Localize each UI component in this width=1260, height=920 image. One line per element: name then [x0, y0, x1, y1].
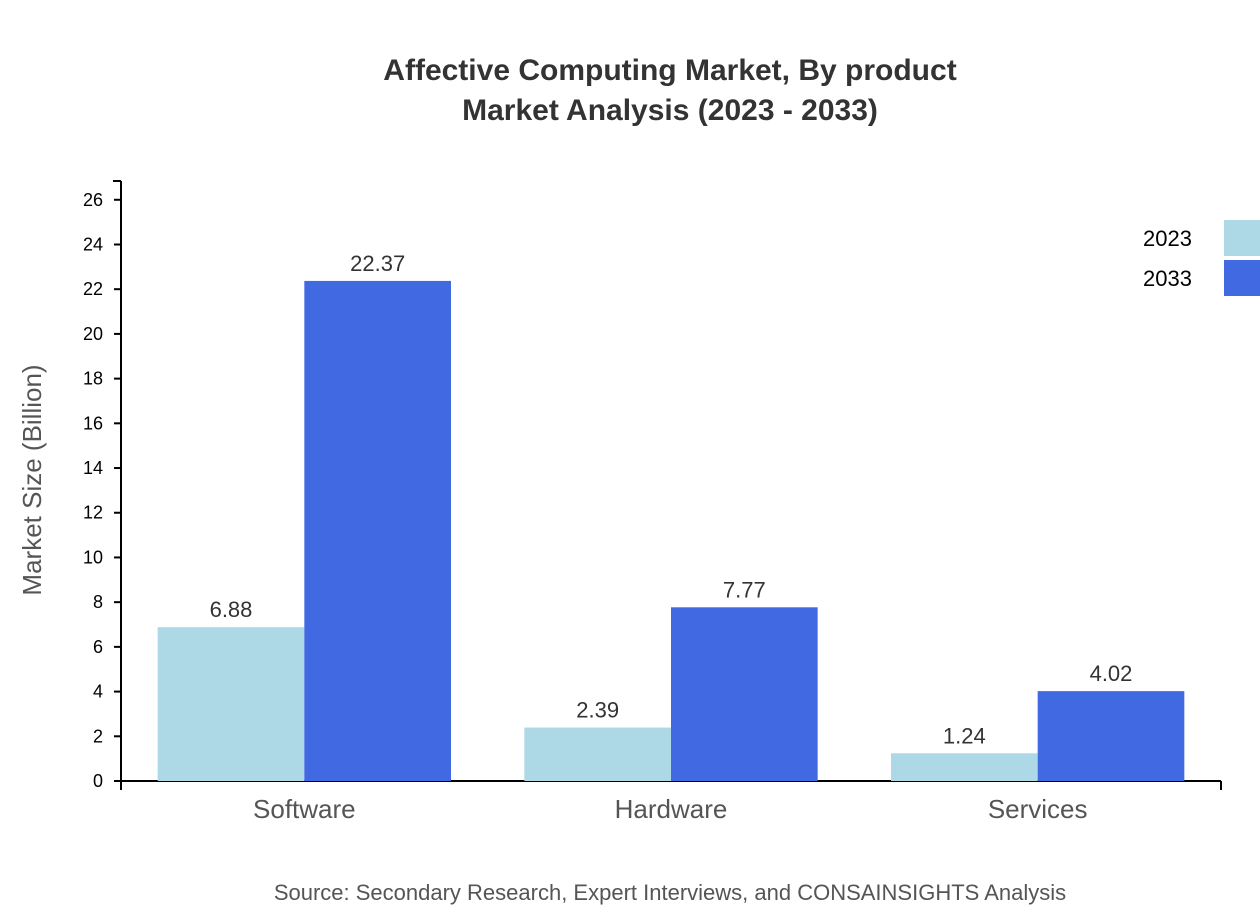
data-label: 22.37 — [350, 251, 405, 276]
x-tick-label: Software — [253, 794, 356, 824]
y-tick-label: 12 — [83, 503, 103, 523]
y-tick-label: 10 — [83, 547, 103, 567]
bar-2033-software[interactable] — [304, 280, 451, 781]
x-tick-label: Hardware — [615, 794, 728, 824]
data-label: 7.77 — [723, 577, 766, 602]
bar-2033-hardware[interactable] — [671, 607, 818, 781]
bar-2033-services[interactable] — [1037, 691, 1185, 781]
y-tick-label: 8 — [93, 592, 103, 612]
legend-swatch-2033 — [1224, 260, 1260, 296]
bar-2023-hardware[interactable] — [524, 727, 671, 781]
x-axis: Software Hardware Services — [120, 780, 1222, 824]
y-tick-label: 2 — [93, 726, 103, 746]
y-tick-label: 22 — [83, 279, 103, 299]
x-tick-label: Services — [988, 794, 1088, 824]
bar-2023-services[interactable] — [891, 753, 1038, 781]
y-axis-label: Market Size (Billion) — [17, 364, 47, 595]
y-tick-label: 4 — [93, 682, 103, 702]
bars: 6.88 22.37 2.39 7.77 1.24 4.02 — [157, 251, 1185, 781]
legend-label-2033: 2033 — [1143, 266, 1192, 291]
data-label: 4.02 — [1090, 661, 1133, 686]
y-tick-label: 24 — [83, 234, 103, 254]
data-label: 2.39 — [576, 698, 619, 723]
legend-label-2023: 2023 — [1143, 226, 1192, 251]
data-label: 1.24 — [943, 723, 986, 748]
y-tick-label: 6 — [93, 637, 103, 657]
y-tick-label: 0 — [93, 771, 103, 791]
y-tick-label: 20 — [83, 324, 103, 344]
y-tick-label: 18 — [83, 369, 103, 389]
legend: 2023 2033 — [1143, 220, 1260, 296]
data-label: 6.88 — [210, 597, 253, 622]
y-tick-label: 14 — [83, 458, 103, 478]
y-tick-label: 16 — [83, 413, 103, 433]
chart-title-line-1: Affective Computing Market, By product — [383, 54, 956, 87]
y-tick-label: 26 — [83, 190, 103, 210]
chart-title-line-2: Market Analysis (2023 - 2033) — [462, 94, 878, 127]
bar-2023-software[interactable] — [157, 627, 305, 781]
legend-swatch-2023 — [1224, 220, 1260, 256]
source-note: Source: Secondary Research, Expert Inter… — [274, 880, 1066, 905]
